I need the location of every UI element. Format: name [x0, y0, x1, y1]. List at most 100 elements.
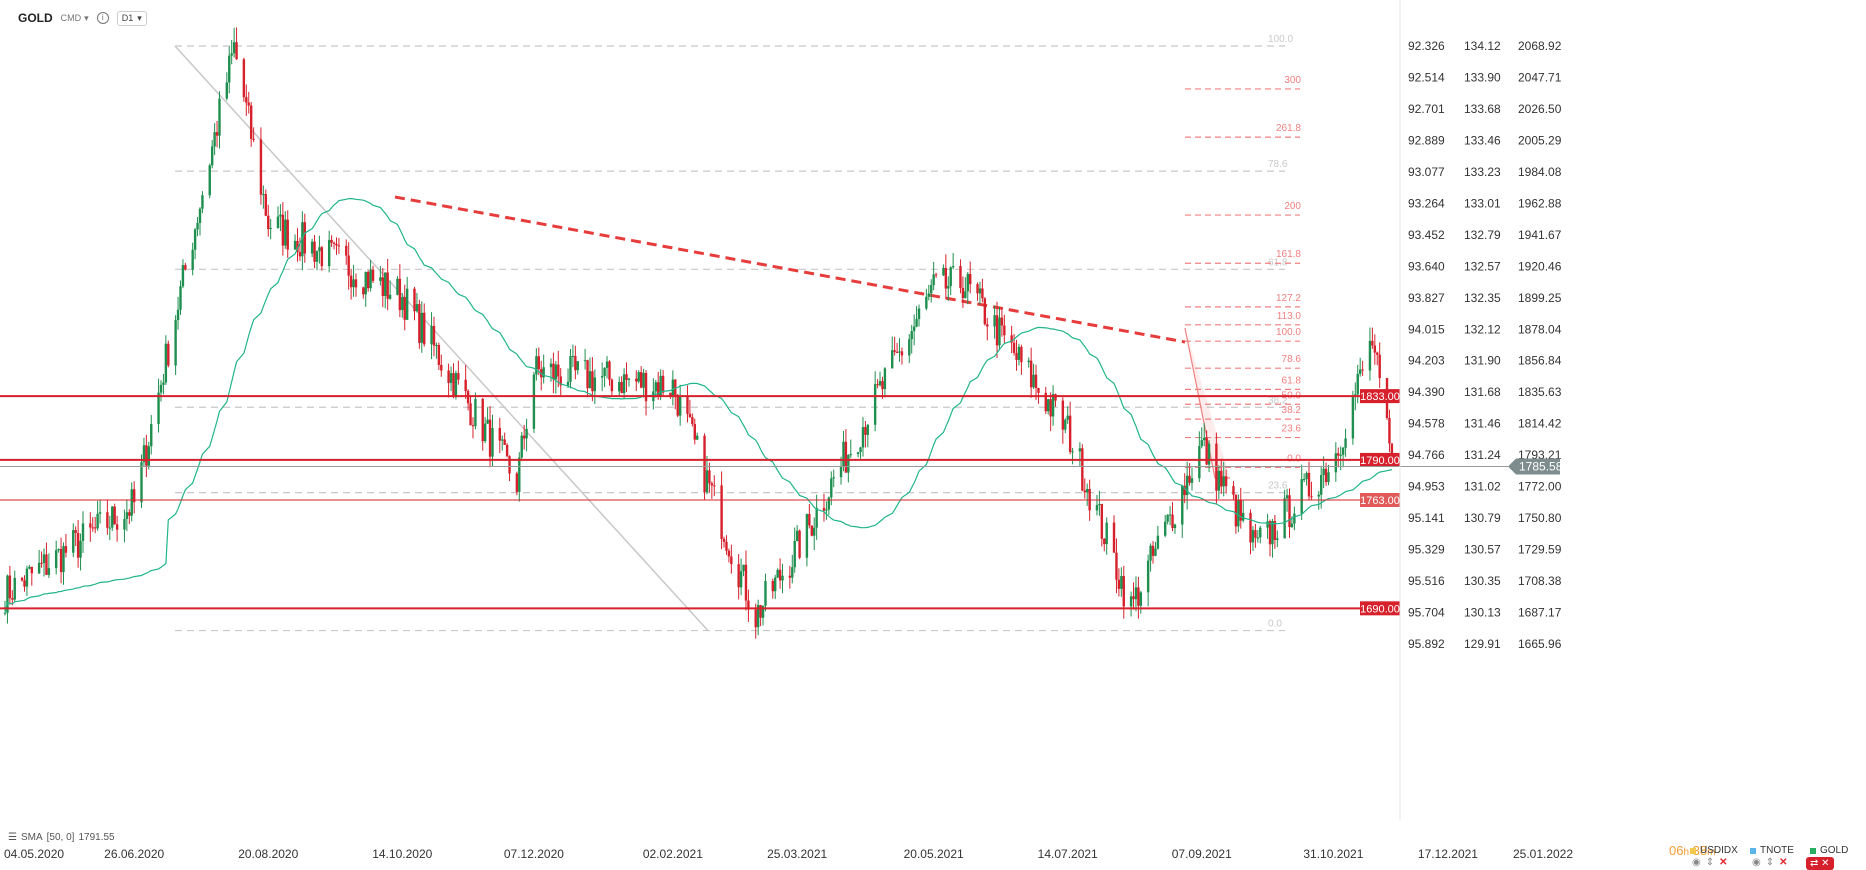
- axis-label-mid: 133.23: [1464, 165, 1501, 179]
- candle-body: [1086, 489, 1089, 493]
- candle-body: [1173, 524, 1177, 529]
- axis-label-left: 93.640: [1408, 259, 1445, 273]
- candle-body: [371, 269, 375, 281]
- candle-body: [927, 293, 930, 297]
- legend-usdidx-label: USDIDX: [1700, 845, 1738, 856]
- candle-body: [132, 489, 136, 503]
- market-dropdown[interactable]: CMD ▾: [61, 13, 89, 24]
- candle-body: [362, 287, 365, 295]
- candle-body: [298, 252, 302, 257]
- candle-body: [895, 351, 899, 353]
- axis-label-mid: 131.90: [1464, 354, 1501, 368]
- settings-icon[interactable]: ☰: [8, 832, 17, 843]
- candle-body: [1105, 522, 1108, 545]
- move-icon[interactable]: ⇕: [1705, 857, 1715, 868]
- timeframe-dropdown[interactable]: D1 ▾: [116, 10, 147, 26]
- date-label: 31.10.2021: [1303, 847, 1363, 861]
- candle-body: [447, 370, 450, 383]
- candle-body: [310, 241, 314, 254]
- candle-body: [1020, 346, 1023, 363]
- candle-body: [1307, 472, 1311, 497]
- info-icon[interactable]: i: [96, 12, 109, 24]
- candle-body: [912, 326, 916, 332]
- candle-body: [1339, 454, 1342, 456]
- fib-extension-label: 261.8: [1276, 123, 1301, 134]
- close-icon[interactable]: ✕: [1719, 857, 1728, 868]
- candle-body: [1044, 392, 1047, 412]
- candle-body: [293, 240, 297, 250]
- sma-legend[interactable]: ☰ SMA [50, 0] 1791.55: [8, 832, 115, 843]
- candle-body: [503, 439, 506, 445]
- candle-body: [145, 445, 148, 466]
- eye-icon[interactable]: ◉: [1752, 857, 1761, 868]
- eye-icon[interactable]: ◉: [1692, 857, 1701, 868]
- axis-label-left: 95.329: [1408, 543, 1445, 557]
- level-badge: [1360, 492, 1400, 507]
- candle-body: [286, 219, 289, 250]
- candle-body: [279, 214, 282, 217]
- symbol-label[interactable]: GOLD: [18, 11, 53, 25]
- axis-label-mid: 129.91: [1464, 637, 1501, 651]
- candle-body: [337, 245, 341, 247]
- sma-value: 1791.55: [78, 832, 115, 843]
- candle-body: [693, 424, 696, 440]
- candle-body: [657, 382, 660, 396]
- legend-tnote-label: TNOTE: [1760, 845, 1794, 856]
- candle-body: [822, 507, 826, 511]
- move-icon[interactable]: ⇕: [1765, 857, 1775, 868]
- candle-body: [1376, 352, 1379, 355]
- candle-body: [688, 413, 692, 418]
- candle-body: [998, 317, 1001, 346]
- candle-body: [108, 527, 112, 529]
- candle-body: [54, 550, 58, 569]
- candle-body: [1361, 369, 1364, 371]
- candle-body: [1220, 470, 1223, 487]
- sma-50-line: [4, 198, 1393, 613]
- candle-body: [191, 249, 194, 270]
- axis-label-right: 2047.71: [1518, 70, 1562, 84]
- gold-active-controls[interactable]: ⇄ ✕: [1806, 857, 1834, 870]
- legend-tnote[interactable]: TNOTE: [1750, 845, 1794, 856]
- candle-body: [184, 265, 187, 270]
- candle-body: [815, 507, 818, 528]
- axis-label-right: 2005.29: [1518, 133, 1562, 147]
- candle-body: [1319, 474, 1323, 495]
- close-icon[interactable]: ✕: [1779, 857, 1788, 868]
- candle-body: [20, 577, 24, 581]
- candle-body: [418, 304, 421, 343]
- candle-body: [805, 513, 809, 558]
- candle-body: [157, 392, 160, 425]
- candle-body: [1341, 447, 1345, 455]
- candle-body: [1388, 417, 1391, 444]
- candle-body: [859, 447, 862, 453]
- candle-body: [201, 195, 204, 209]
- candle-body: [1000, 317, 1004, 326]
- candle-body: [876, 384, 879, 386]
- legend-gold[interactable]: GOLD: [1810, 845, 1848, 856]
- fib-retracement-label: 78.6: [1268, 159, 1288, 170]
- candle-body: [1132, 596, 1135, 600]
- sma-line: [4, 198, 1393, 613]
- candle-body: [440, 364, 443, 371]
- candle-body: [1003, 325, 1006, 336]
- candle-body: [8, 575, 12, 599]
- axis-label-left: 94.766: [1408, 448, 1445, 462]
- candle-body: [123, 518, 126, 530]
- candle-body: [795, 530, 799, 542]
- legend-usdidx[interactable]: USDIDX: [1690, 845, 1738, 856]
- fib-extension-label: 23.6: [1282, 424, 1302, 435]
- candle-body: [1146, 560, 1150, 593]
- candle-body: [91, 527, 94, 529]
- candle-body: [983, 298, 987, 325]
- candle-body: [401, 297, 404, 311]
- fib-extension-label: 113.0: [1277, 311, 1302, 322]
- candle-body: [366, 271, 370, 289]
- candle-body: [710, 483, 714, 486]
- fib-retracement-label: 0.0: [1268, 619, 1282, 630]
- candle-body: [610, 379, 614, 392]
- fib-extension-label: 0.0: [1287, 453, 1301, 464]
- candle-body: [1305, 472, 1308, 480]
- fib-extension-label: 61.8: [1282, 375, 1302, 386]
- candle-body: [744, 564, 748, 601]
